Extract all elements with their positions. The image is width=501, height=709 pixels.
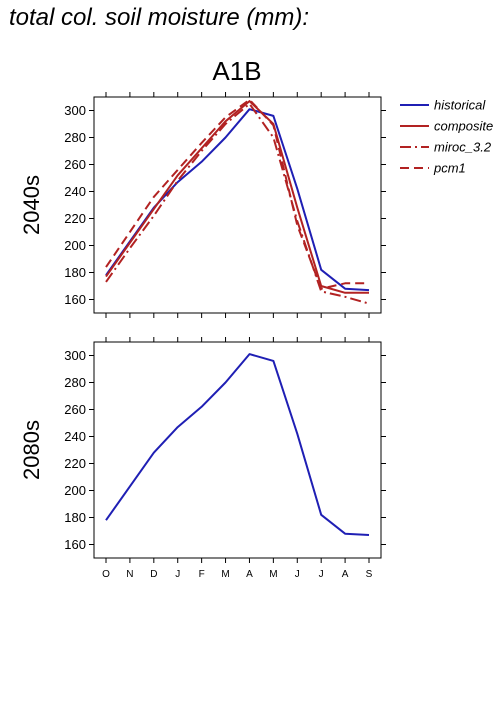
y-tick-label: 200 (64, 238, 86, 253)
x-tick-label: F (199, 569, 205, 580)
x-tick-label: J (175, 569, 180, 580)
row-label: 2080s (19, 420, 44, 480)
plot-frame (93, 341, 382, 559)
panel-2040s: 160 180 200 220 240 260 280 300 2040s (19, 92, 386, 318)
series-line-pcm1 (105, 98, 369, 290)
y-tick-label: 220 (64, 456, 86, 471)
y-tick-label: 160 (64, 292, 86, 307)
plot-frame (93, 96, 382, 314)
y-tick-label: 200 (64, 483, 86, 498)
y-tick-label: 300 (64, 103, 86, 118)
legend: historical composite miroc_3.2 pcm1 (400, 98, 493, 176)
legend-entry: historical (434, 98, 486, 113)
x-tick-label: J (319, 569, 324, 580)
x-tick-label: O (102, 569, 110, 580)
series-line-composite (105, 100, 369, 294)
y-tick-label: 260 (64, 402, 86, 417)
y-tick-label: 260 (64, 157, 86, 172)
y-tick-label: 180 (64, 265, 86, 280)
x-tick-label: N (126, 569, 133, 580)
legend-entry: pcm1 (433, 161, 466, 176)
x-tick-label: J (295, 569, 300, 580)
y-tick-label: 240 (64, 429, 86, 444)
x-tick-label: M (269, 569, 277, 580)
series-line-miroc-3-2 (105, 102, 370, 305)
x-tick-label: D (150, 569, 157, 580)
page-title: total col. soil moisture (mm): (9, 4, 310, 31)
y-tick-label: 180 (64, 510, 86, 525)
x-tick-label: S (366, 569, 373, 580)
series-line-historical (105, 353, 370, 536)
scenario-label: A1B (212, 56, 261, 86)
x-tick-label: A (246, 569, 253, 580)
x-tick-label: M (221, 569, 229, 580)
series-line-historical (105, 108, 370, 292)
y-tick-label: 160 (64, 537, 86, 552)
legend-entry: composite (434, 119, 493, 134)
row-label: 2040s (19, 175, 44, 235)
y-tick-label: 300 (64, 348, 86, 363)
y-tick-label: 280 (64, 130, 86, 145)
x-tick-label: A (342, 569, 349, 580)
y-tick-label: 220 (64, 211, 86, 226)
legend-entry: miroc_3.2 (434, 140, 492, 155)
y-tick-label: 240 (64, 184, 86, 199)
y-tick-label: 280 (64, 375, 86, 390)
panel-2080s: 160 180 200 220 240 260 280 300 O N D J F M A M J J A S 2080… (19, 337, 386, 580)
